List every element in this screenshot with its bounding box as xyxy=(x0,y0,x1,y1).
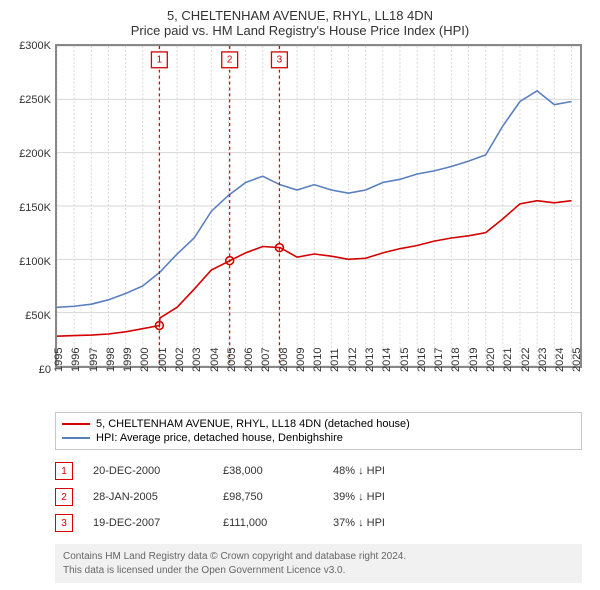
svg-text:1: 1 xyxy=(157,54,163,65)
marker-delta: 37% ↓ HPI xyxy=(333,517,385,529)
marker-price: £98,750 xyxy=(223,491,313,503)
legend-label: HPI: Average price, detached house, Denb… xyxy=(96,432,343,444)
marker-row: 1 20-DEC-2000 £38,000 48% ↓ HPI xyxy=(55,458,582,484)
marker-badge: 2 xyxy=(55,488,73,506)
legend-label: 5, CHELTENHAM AVENUE, RHYL, LL18 4DN (de… xyxy=(96,418,410,430)
marker-table: 1 20-DEC-2000 £38,000 48% ↓ HPI 2 28-JAN… xyxy=(55,458,582,536)
footer: Contains HM Land Registry data © Crown c… xyxy=(55,544,582,583)
legend-row: 5, CHELTENHAM AVENUE, RHYL, LL18 4DN (de… xyxy=(62,417,575,431)
chart-svg: 1 2 3 xyxy=(57,46,580,366)
marker-price: £38,000 xyxy=(223,465,313,477)
svg-text:2: 2 xyxy=(227,54,233,65)
chart-container: 5, CHELTENHAM AVENUE, RHYL, LL18 4DN Pri… xyxy=(0,0,600,589)
footer-line: This data is licensed under the Open Gov… xyxy=(63,564,574,578)
marker-badge: 1 xyxy=(55,462,73,480)
legend-swatch xyxy=(62,437,90,439)
chart-title-line2: Price paid vs. HM Land Registry's House … xyxy=(10,23,590,38)
legend: 5, CHELTENHAM AVENUE, RHYL, LL18 4DN (de… xyxy=(55,412,582,450)
marker-delta: 48% ↓ HPI xyxy=(333,465,385,477)
marker-price: £111,000 xyxy=(223,517,313,529)
legend-row: HPI: Average price, detached house, Denb… xyxy=(62,431,575,445)
marker-row: 2 28-JAN-2005 £98,750 39% ↓ HPI xyxy=(55,484,582,510)
legend-swatch xyxy=(62,423,90,425)
marker-date: 19-DEC-2007 xyxy=(93,517,203,529)
marker-delta: 39% ↓ HPI xyxy=(333,491,385,503)
marker-date: 20-DEC-2000 xyxy=(93,465,203,477)
marker-date: 28-JAN-2005 xyxy=(93,491,203,503)
marker-row: 3 19-DEC-2007 £111,000 37% ↓ HPI xyxy=(55,510,582,536)
footer-line: Contains HM Land Registry data © Crown c… xyxy=(63,550,574,564)
chart-title-line1: 5, CHELTENHAM AVENUE, RHYL, LL18 4DN xyxy=(10,8,590,23)
plot-area: £0£50K£100K£150K£200K£250K£300K 123 1995… xyxy=(55,44,582,368)
svg-text:3: 3 xyxy=(277,54,283,65)
x-axis-labels: 1995199619971998199920002001200220032004… xyxy=(57,366,580,372)
y-axis-labels: £0£50K£100K£150K£200K£250K£300K xyxy=(11,46,57,366)
marker-badge: 3 xyxy=(55,514,73,532)
